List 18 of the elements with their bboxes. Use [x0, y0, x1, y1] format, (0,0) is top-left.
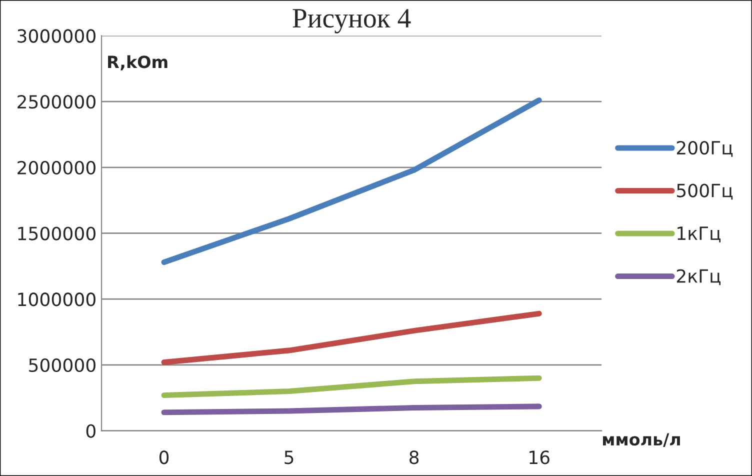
- legend-label: 500Гц: [677, 184, 733, 200]
- y-tick-label: 1500000: [18, 226, 96, 240]
- legend-label: 1кГц: [678, 226, 720, 242]
- y-axis-title: R,kOm: [108, 55, 168, 70]
- x-tick-label: 0: [159, 450, 169, 464]
- y-tick-label: 3000000: [18, 29, 96, 43]
- y-tick-label: 1000000: [18, 292, 96, 306]
- x-axis-title: ммоль/л: [603, 433, 680, 447]
- y-tick-label: 0: [86, 424, 96, 438]
- x-tick-label: 8: [410, 450, 419, 464]
- legend-label: 2кГц: [676, 269, 720, 286]
- x-tick-label: 5: [284, 450, 294, 464]
- y-tick-label: 500000: [29, 358, 96, 372]
- x-tick-label: 16: [530, 450, 550, 464]
- chart-title: Рисунок 4: [292, 9, 411, 34]
- legend-label: 200Гц: [676, 140, 733, 157]
- y-tick-label: 2500000: [18, 95, 96, 109]
- y-tick-label: 2000000: [18, 160, 96, 175]
